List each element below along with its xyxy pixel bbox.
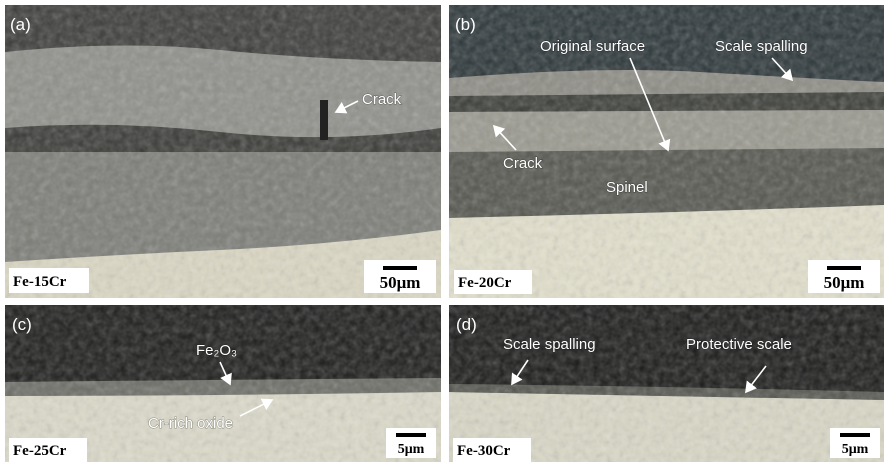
panel-c: (c) Fe₂O₃ Cr-rich oxide Fe-25Cr 5μm xyxy=(5,305,441,462)
scale-bar: 5μm xyxy=(398,442,425,457)
annotation: Protective scale xyxy=(686,336,792,353)
panel-label: (c) xyxy=(12,315,32,334)
figure: (a) Crack Fe-15Cr 50μm (b) Original surf… xyxy=(0,0,887,465)
annotation: Crack xyxy=(503,155,543,172)
panel-label: (a) xyxy=(10,15,31,34)
scale-bar: 5μm xyxy=(842,442,869,457)
annotation: Spinel xyxy=(606,179,648,196)
annotation: Fe₂O₃ xyxy=(196,342,237,359)
sample-label: Fe-30Cr xyxy=(457,443,511,459)
panel-label: (b) xyxy=(455,15,476,34)
annotation: Cr-rich oxide xyxy=(148,415,233,432)
annotation: Crack xyxy=(362,91,402,108)
sample-label: Fe-25Cr xyxy=(13,443,67,459)
annotation: Scale spalling xyxy=(503,336,596,353)
panel-a: (a) Crack Fe-15Cr 50μm xyxy=(5,5,441,298)
annotation: Scale spalling xyxy=(715,38,808,55)
sample-label: Fe-20Cr xyxy=(458,275,512,291)
scale-bar: 50μm xyxy=(824,273,865,292)
annotation: Original surface xyxy=(540,38,645,55)
sample-label: Fe-15Cr xyxy=(13,274,67,290)
scale-bar: 50μm xyxy=(380,273,421,292)
panel-b: (b) Original surface Scale spalling Crac… xyxy=(449,5,884,298)
panel-label: (d) xyxy=(456,315,477,334)
panel-d: (d) Scale spalling Protective scale Fe-3… xyxy=(449,305,884,462)
